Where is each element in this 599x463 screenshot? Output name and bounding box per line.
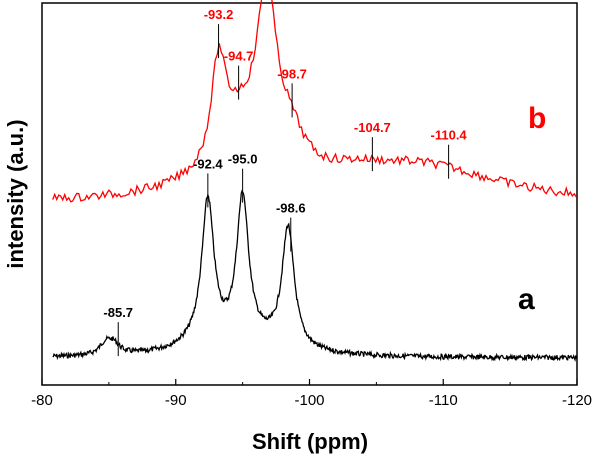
peak-label: -95.0 (228, 152, 258, 167)
x-axis-ticks: -80 -90 -100 -110 -120 (31, 379, 592, 409)
peak-label: -94.7 (224, 49, 254, 64)
series-b-line (52, 0, 577, 203)
peak-label: -85.7 (103, 305, 133, 320)
series-a-group: -85.7 -92.4 -95.0 -98.6 (52, 152, 578, 362)
x-tick-label: -110 (429, 392, 458, 409)
x-tick-label: -90 (165, 392, 187, 409)
plot-frame (41, 2, 578, 386)
x-tick-label: -100 (294, 392, 324, 409)
peak-label: -93.2 (204, 7, 234, 22)
peak-label: -98.7 (277, 66, 307, 81)
x-axis-title: Shift (ppm) (252, 429, 368, 454)
peak-label: -92.4 (193, 156, 223, 171)
series-b-group: -93.2-94.7-96.7-98.7-104.7-110.4 (52, 0, 577, 203)
peak-label: -98.6 (276, 201, 306, 216)
peak-label: -110.4 (431, 128, 468, 143)
x-tick-label: -80 (31, 392, 53, 409)
x-tick-label: -120 (562, 392, 592, 409)
series-a-tag: a (518, 283, 535, 316)
peak-label: -104.7 (354, 120, 391, 135)
series-a-line (52, 189, 578, 362)
series-b-tag: b (528, 102, 546, 135)
y-axis-title: intensity (a.u.) (3, 119, 28, 268)
